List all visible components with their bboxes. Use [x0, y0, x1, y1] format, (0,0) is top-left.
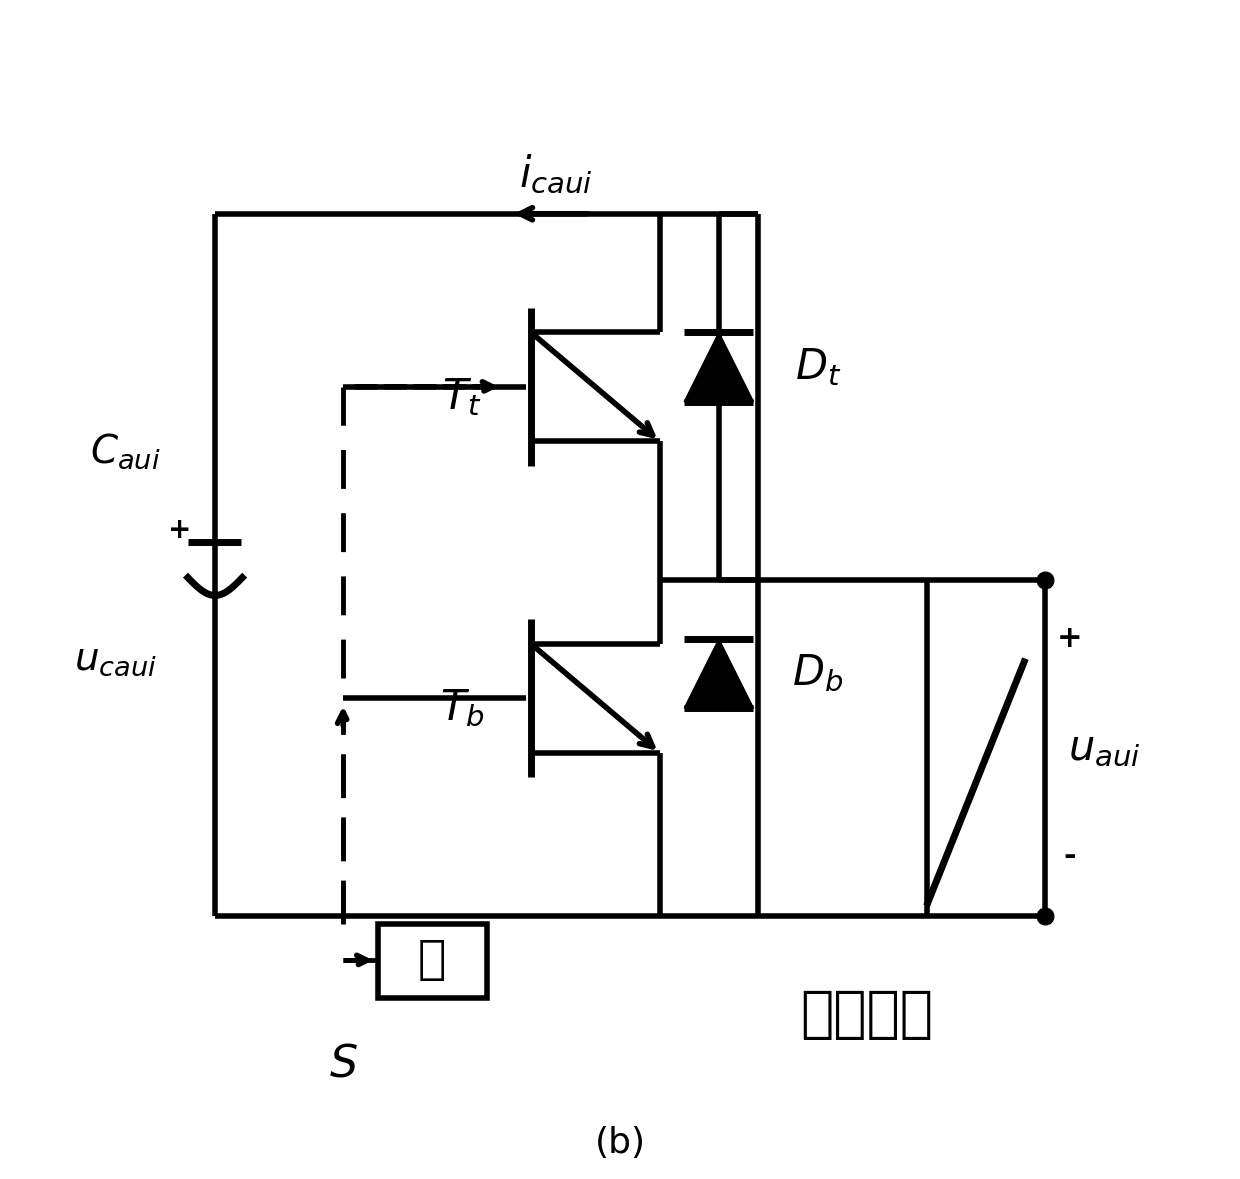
Text: +: +	[169, 516, 192, 545]
Text: +: +	[1056, 625, 1083, 653]
Text: $D_t$: $D_t$	[795, 345, 841, 388]
Polygon shape	[684, 639, 754, 709]
Polygon shape	[684, 332, 754, 402]
Text: 非: 非	[418, 937, 446, 983]
Text: $u_{aui}$: $u_{aui}$	[1068, 726, 1141, 769]
Text: 旁路开关: 旁路开关	[801, 988, 934, 1042]
Text: $C_{aui}$: $C_{aui}$	[91, 432, 161, 470]
Text: (b): (b)	[594, 1126, 646, 1160]
Text: $D_b$: $D_b$	[792, 652, 843, 694]
Text: $S$: $S$	[329, 1042, 357, 1086]
Text: -: -	[1064, 842, 1076, 871]
Text: $T_b$: $T_b$	[439, 687, 484, 729]
Text: $i_{caui}$: $i_{caui}$	[518, 152, 593, 196]
Bar	[378, 923, 486, 997]
Text: $T_t$: $T_t$	[441, 376, 481, 417]
Text: $u_{caui}$: $u_{caui}$	[74, 640, 157, 678]
